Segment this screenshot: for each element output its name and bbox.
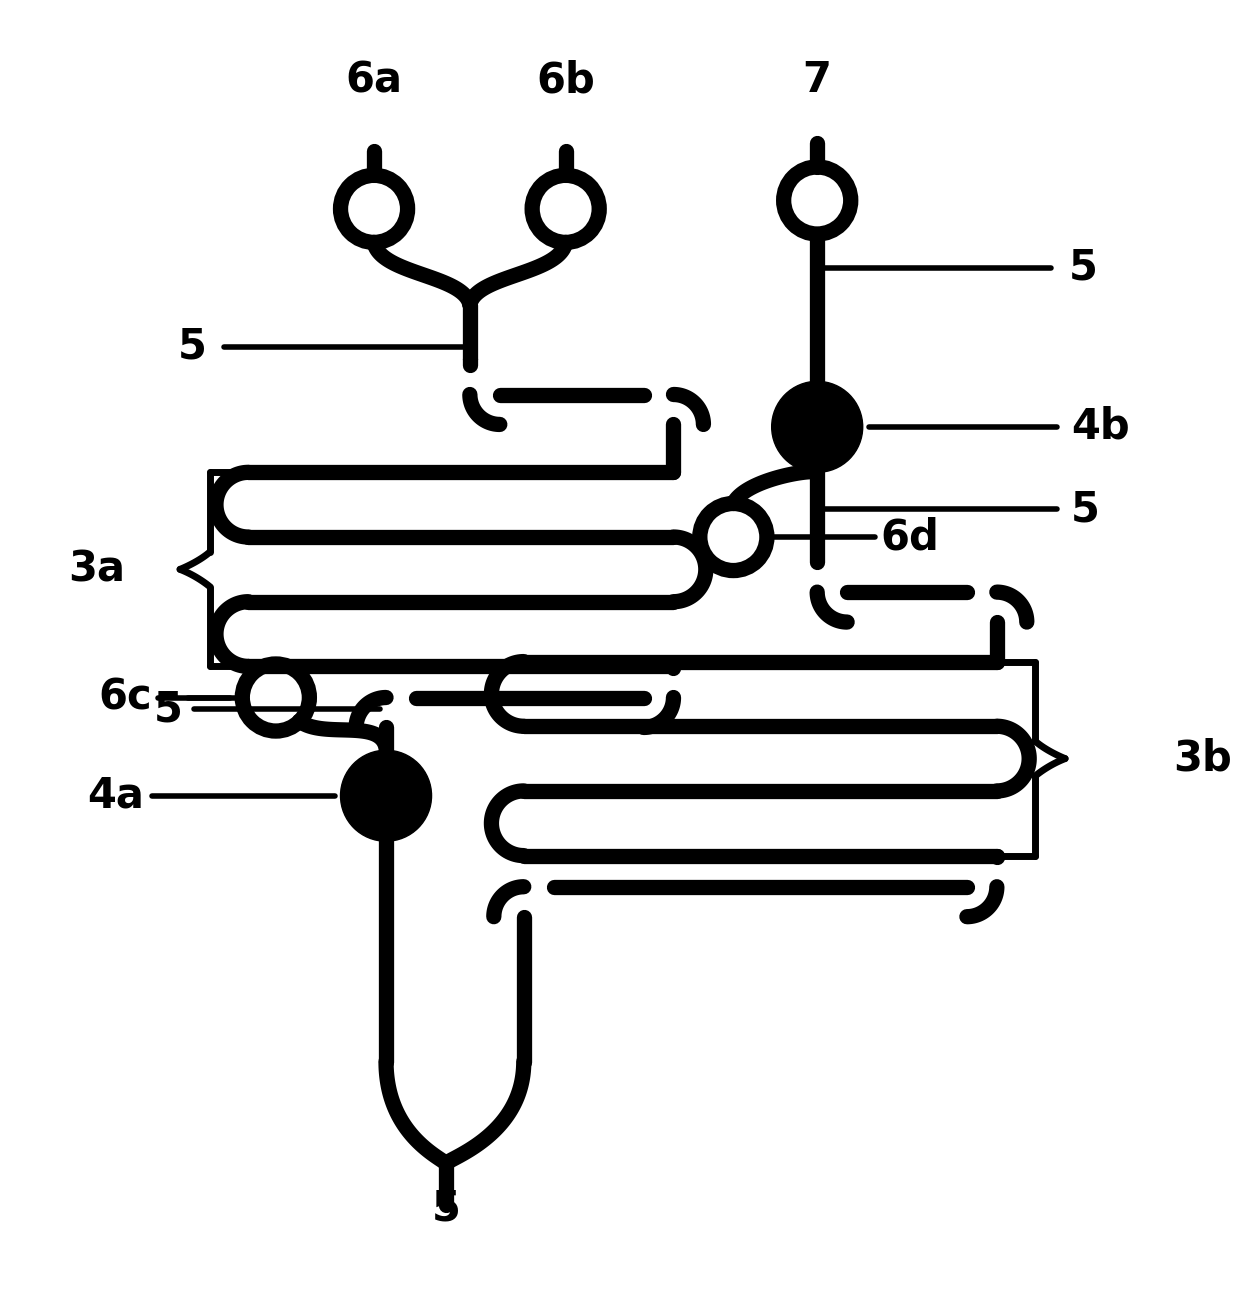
Circle shape <box>771 381 863 472</box>
Text: 3a: 3a <box>68 549 125 591</box>
Text: 5: 5 <box>432 1187 460 1230</box>
Text: 5: 5 <box>154 689 182 730</box>
Text: 6d: 6d <box>880 516 940 558</box>
Text: 4a: 4a <box>87 775 144 816</box>
Text: 5: 5 <box>1069 246 1097 288</box>
Text: 6b: 6b <box>536 59 595 102</box>
Text: 6a: 6a <box>346 59 403 102</box>
Text: 3b: 3b <box>1173 738 1231 780</box>
Text: 5: 5 <box>1071 489 1100 531</box>
Text: 4b: 4b <box>1071 406 1130 447</box>
Circle shape <box>341 750 432 841</box>
Text: 7: 7 <box>802 59 832 102</box>
Text: 6c: 6c <box>99 677 153 719</box>
Text: 5: 5 <box>177 326 206 368</box>
